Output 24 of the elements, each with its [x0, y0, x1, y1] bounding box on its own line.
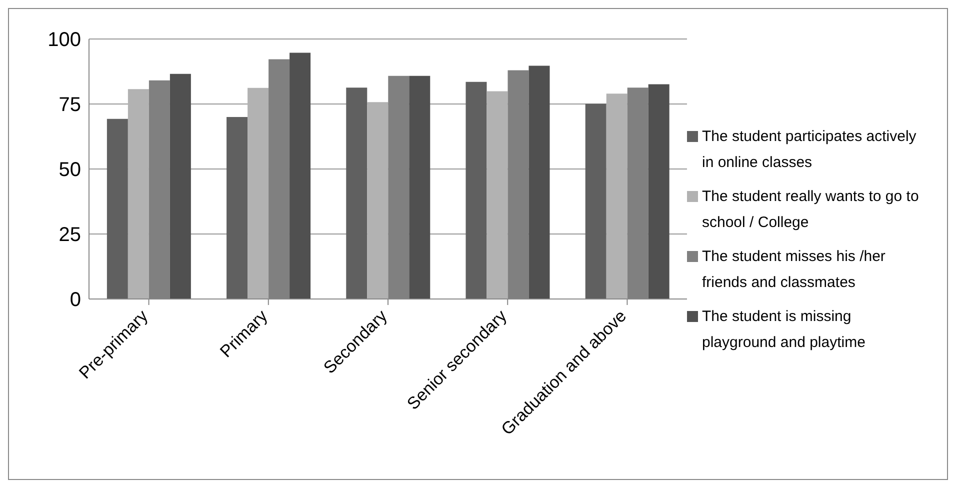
- bar: [346, 88, 368, 299]
- bar: [128, 89, 149, 299]
- legend-label: The student participates actively in online classes: [702, 127, 918, 173]
- legend-label: The student is missing playground and playtime: [702, 307, 866, 353]
- y-tick-label: 50: [58, 159, 81, 182]
- bar: [409, 76, 430, 299]
- bar: [367, 102, 388, 299]
- bar: [585, 104, 606, 299]
- bar: [528, 66, 550, 299]
- y-tick-label: 75: [58, 94, 81, 116]
- bar: [290, 52, 311, 299]
- bar: [466, 82, 487, 299]
- bar: [486, 91, 508, 299]
- y-tick-label: 100: [48, 29, 81, 52]
- bar: [106, 118, 128, 299]
- legend-label: The student really wants to go to school / College: [702, 187, 920, 233]
- bar: [226, 117, 248, 299]
- bar: [248, 88, 269, 299]
- legend-label: The student misses his /her friends and classmates: [702, 247, 886, 293]
- bar: [170, 74, 191, 299]
- y-tick-label: 0: [70, 289, 81, 312]
- bar: [648, 84, 670, 299]
- y-tick-label: 25: [58, 224, 81, 246]
- bar: [606, 94, 628, 299]
